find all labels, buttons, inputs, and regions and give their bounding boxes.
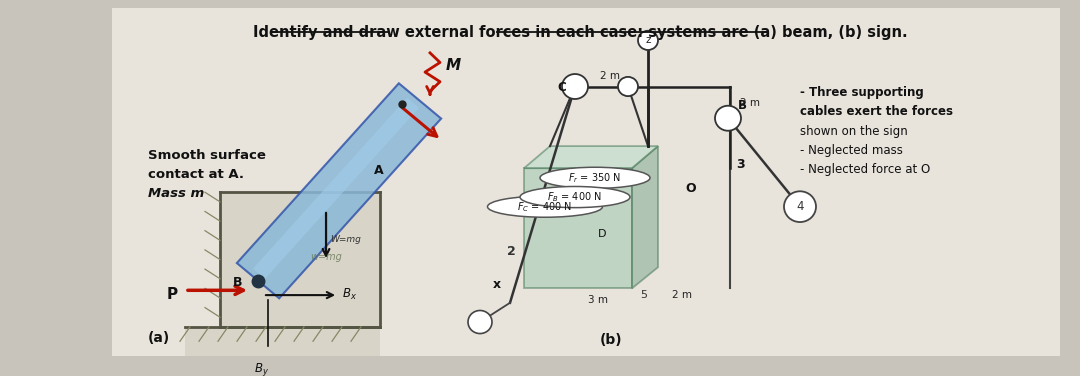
Text: $F_C$ = 400 N: $F_C$ = 400 N [517, 200, 572, 214]
Text: shown on the sign: shown on the sign [800, 124, 908, 138]
Text: $B_x$: $B_x$ [342, 287, 357, 302]
Polygon shape [632, 146, 658, 288]
Polygon shape [524, 168, 632, 288]
Text: 2 m: 2 m [740, 98, 760, 108]
Polygon shape [220, 192, 380, 327]
Text: W=mg: W=mg [330, 235, 361, 244]
Text: contact at A.: contact at A. [148, 168, 244, 181]
Circle shape [638, 31, 658, 50]
Ellipse shape [487, 196, 603, 217]
Text: w=mg: w=mg [310, 252, 342, 262]
Text: 2 m: 2 m [600, 71, 620, 81]
Text: z: z [645, 35, 651, 45]
Polygon shape [185, 327, 380, 356]
Text: A: A [374, 164, 383, 177]
Ellipse shape [519, 186, 630, 208]
Circle shape [468, 311, 492, 334]
Text: Identify and draw external forces in each case: systems are (a) beam, (b) sign.: Identify and draw external forces in eac… [253, 25, 907, 40]
Text: 2 m: 2 m [672, 290, 692, 300]
Circle shape [784, 191, 816, 222]
Text: P: P [167, 287, 178, 302]
Text: - Neglected force at O: - Neglected force at O [800, 163, 930, 176]
Polygon shape [237, 83, 441, 298]
Text: $F_B$ = 400 N: $F_B$ = 400 N [548, 190, 603, 204]
Text: 2: 2 [507, 245, 516, 258]
Text: (b): (b) [600, 333, 623, 347]
Text: Smooth surface: Smooth surface [148, 149, 266, 162]
Circle shape [618, 77, 638, 96]
Text: $B_y$: $B_y$ [255, 361, 270, 376]
Text: cables exert the forces: cables exert the forces [800, 105, 953, 118]
Circle shape [562, 74, 588, 99]
Circle shape [715, 106, 741, 131]
Text: - Neglected mass: - Neglected mass [800, 144, 903, 157]
Polygon shape [253, 98, 419, 279]
Text: M: M [446, 58, 461, 73]
Text: D: D [598, 229, 607, 240]
Text: O: O [685, 182, 696, 195]
Text: Mass m: Mass m [148, 187, 204, 200]
Text: - Three supporting: - Three supporting [800, 86, 923, 99]
Text: 3 m: 3 m [588, 295, 608, 305]
Text: (a): (a) [148, 331, 171, 345]
Text: 4: 4 [796, 200, 804, 213]
Polygon shape [524, 146, 658, 168]
Text: 3: 3 [735, 158, 744, 171]
Ellipse shape [540, 167, 650, 188]
Text: B: B [738, 99, 747, 112]
Text: B: B [232, 276, 242, 289]
Text: x: x [492, 278, 501, 291]
Text: 5: 5 [640, 290, 647, 300]
Text: C: C [557, 81, 566, 94]
Polygon shape [112, 8, 1059, 356]
Text: $F_r$ = 350 N: $F_r$ = 350 N [568, 171, 622, 185]
